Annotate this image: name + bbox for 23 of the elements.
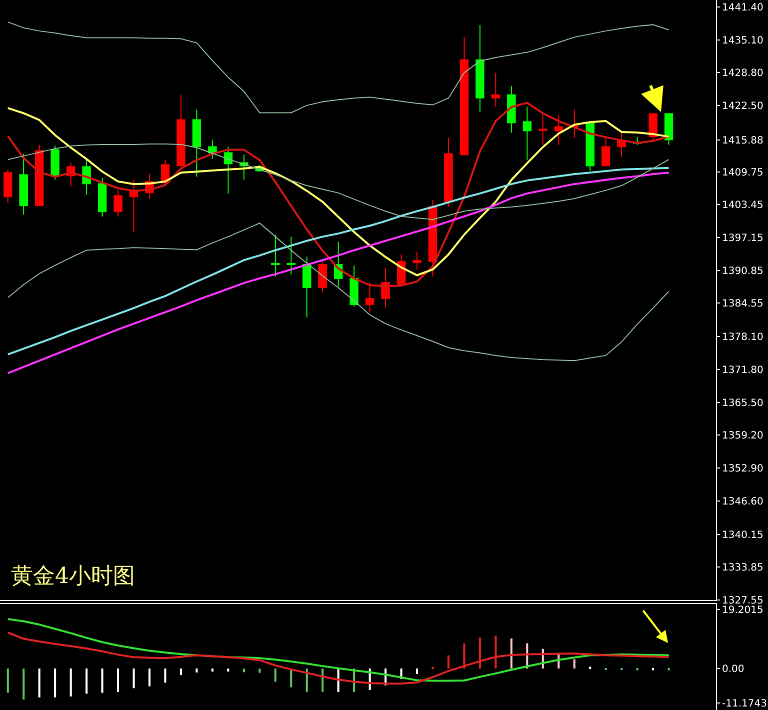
- annotation: 黄金4小时图: [11, 564, 135, 589]
- y-tick-label: 1352.90: [722, 463, 764, 474]
- y-tick-label: 1384.55: [722, 298, 764, 310]
- y-tick-label: 1409.75: [722, 167, 764, 178]
- y-tick-label: 1435.10: [722, 35, 764, 46]
- y-tick-label: 19.2015: [722, 605, 764, 616]
- y-tick-label: 1327.55: [722, 596, 764, 606]
- y-tick-label: 1378.10: [722, 332, 764, 344]
- y-tick-label: 1422.50: [722, 100, 764, 112]
- y-tick-label: 1365.50: [722, 398, 764, 409]
- y-tick-label: 1428.80: [722, 68, 764, 80]
- y-tick-label: 1397.15: [722, 232, 764, 244]
- y-tick-label: 1359.20: [722, 430, 764, 442]
- y-tick-label: 1390.85: [722, 266, 764, 277]
- y-tick-label: -11.1743: [722, 698, 767, 710]
- y-tick-label: 1415.88: [722, 135, 764, 146]
- y-tick-label: 1333.85: [722, 562, 764, 574]
- y-tick-label: 1340.15: [722, 530, 764, 541]
- y-tick-label: 1346.60: [722, 496, 764, 508]
- y-tick-label: 0.00: [722, 664, 744, 676]
- y-tick-label: 1441.40: [722, 2, 764, 14]
- y-tick-label: 1403.45: [722, 200, 764, 212]
- y-tick-label: 1371.80: [722, 365, 764, 376]
